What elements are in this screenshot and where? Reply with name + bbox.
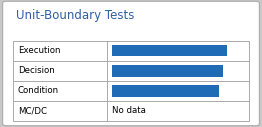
Text: Decision: Decision [18,66,54,75]
Text: Unit-Boundary Tests: Unit-Boundary Tests [16,9,134,22]
Text: No data: No data [112,106,146,115]
Bar [13,41,249,121]
Text: MC/DC: MC/DC [18,106,47,115]
Text: Condition: Condition [18,86,59,95]
Bar [112,45,227,57]
Bar [112,65,223,77]
Bar [112,85,219,97]
Text: Execution: Execution [18,46,60,55]
FancyBboxPatch shape [3,1,259,126]
